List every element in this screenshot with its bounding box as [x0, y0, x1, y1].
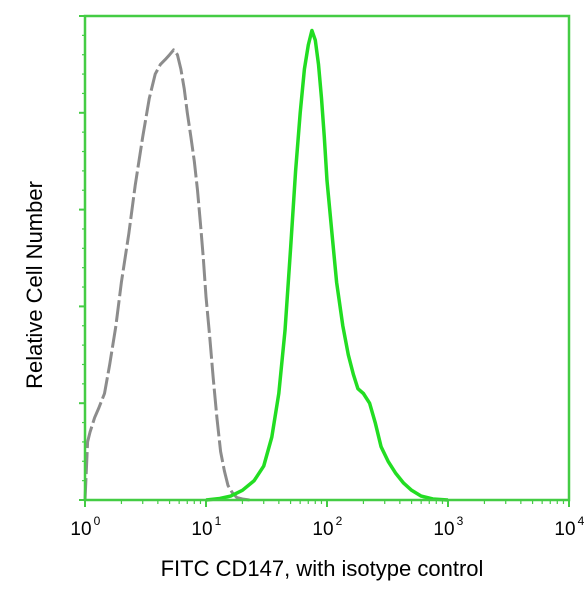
- x-tick-label-exponent: 2: [336, 514, 343, 528]
- x-tick-label: 10 3: [433, 514, 463, 540]
- y-axis-title: Relative Cell Number: [22, 181, 47, 389]
- x-tick-label-base: 10: [70, 519, 91, 540]
- x-tick-label-exponent: 1: [215, 514, 222, 528]
- x-tick-label: 10 0: [70, 514, 100, 540]
- x-tick-label-exponent: 4: [578, 514, 584, 528]
- axes: 10 0 10 1 10 2 10 3 10 4: [70, 14, 584, 540]
- x-tick-label-exponent: 3: [457, 514, 464, 528]
- x-tick-label-exponent: 0: [94, 514, 101, 528]
- plot-area: [83, 28, 449, 502]
- x-axis-title: FITC CD147, with isotype control: [161, 556, 484, 581]
- plot-frame: [83, 14, 571, 502]
- x-tick-label-base: 10: [191, 519, 212, 540]
- x-tick-label-base: 10: [554, 519, 575, 540]
- series-line-2: [205, 28, 449, 502]
- x-tick-label-base: 10: [433, 519, 454, 540]
- x-tick-label: 10 4: [554, 514, 584, 540]
- series-line-1: [83, 48, 251, 502]
- x-tick-label-base: 10: [312, 519, 333, 540]
- x-tick-label: 10 1: [191, 514, 221, 540]
- x-tick-label: 10 2: [312, 514, 342, 540]
